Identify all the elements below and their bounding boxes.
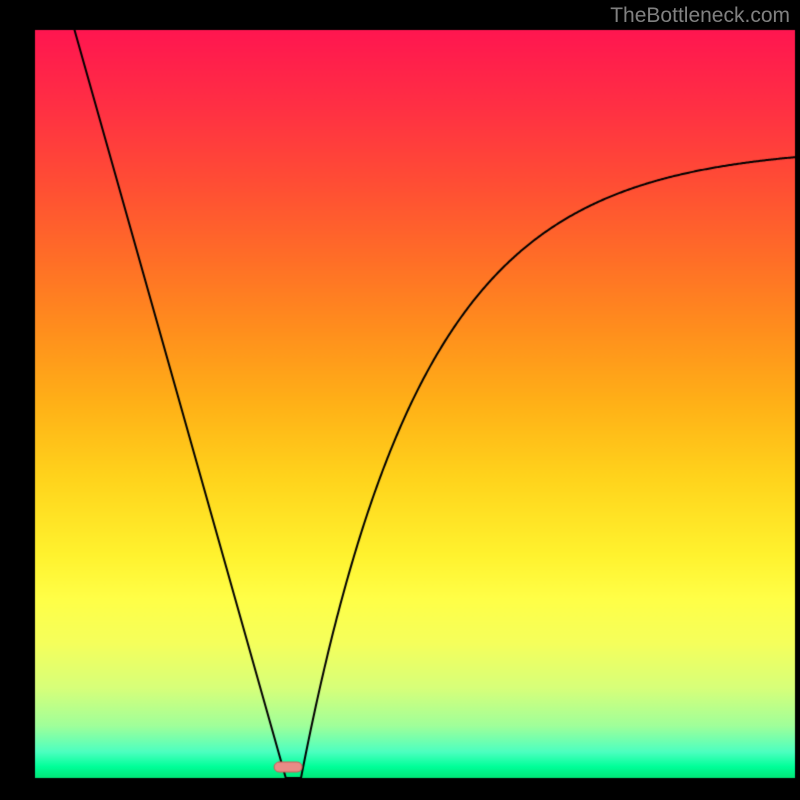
gradient-chart-canvas — [0, 0, 800, 800]
watermark-text: TheBottleneck.com — [610, 4, 790, 28]
chart-frame: TheBottleneck.com — [0, 0, 800, 800]
